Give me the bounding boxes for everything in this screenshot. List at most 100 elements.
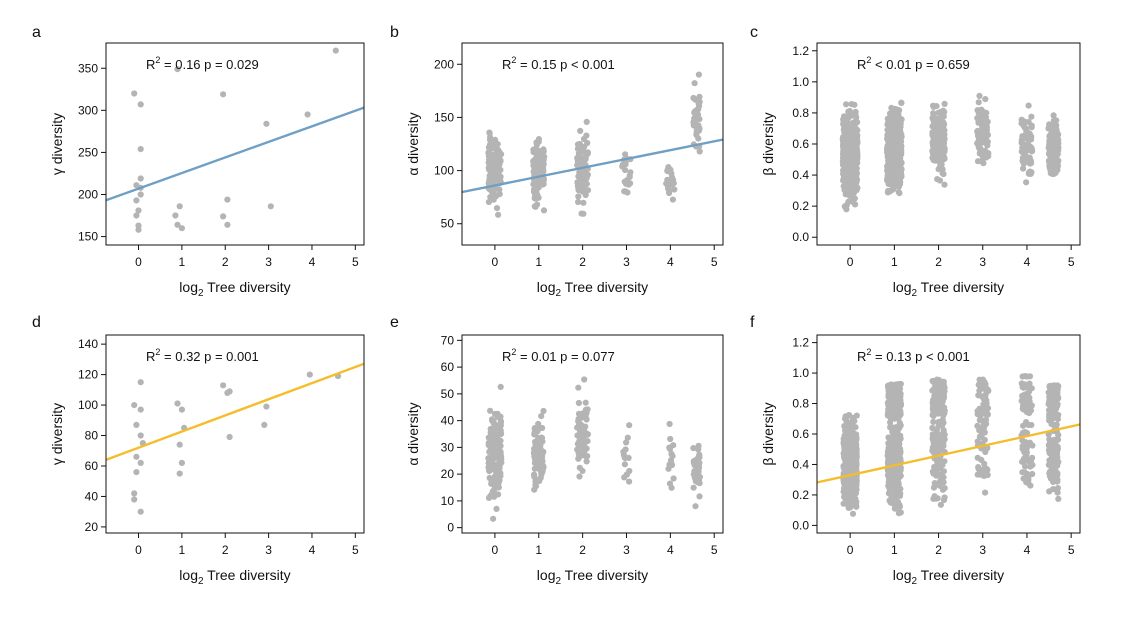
data-point [541,153,548,160]
y-axis-label: β diversity [760,112,776,175]
data-point [575,384,582,391]
data-point [939,435,947,442]
y-axis-label: α diversity [405,112,421,175]
data-point [495,491,502,498]
panel-c: c 0 1 2 3 4 5 0.0 0.2 0.4 0.6 0.8 1.0 1.2 log2 Tree di… [750,24,1081,299]
data-point [666,420,673,428]
data-point [841,155,848,162]
data-point [889,385,896,392]
points [131,47,339,233]
data-point [974,115,981,122]
data-point [1028,122,1035,129]
x-tick-label: 0 [492,543,499,557]
data-point [488,196,495,203]
data-point [895,111,902,119]
data-point [578,210,585,217]
data-point [1048,421,1055,428]
x-tick-label: 5 [711,255,718,269]
y-axis-label: α diversity [405,402,421,465]
data-point [979,406,987,413]
data-point [1020,406,1027,413]
data-point [884,176,891,183]
y-tick-label: 150 [78,230,98,244]
data-point [530,181,537,188]
data-point [896,508,903,516]
data-point [978,158,985,165]
data-point [975,99,982,106]
plot-frame [105,334,365,534]
data-point [624,189,631,196]
data-point [495,481,502,488]
fit-line [817,423,1080,484]
data-point [888,483,895,490]
data-point [1048,152,1055,159]
data-point [975,392,982,399]
data-point [843,202,850,209]
data-point [668,484,675,491]
data-point [892,119,900,126]
data-point [137,379,144,386]
data-point [852,183,859,190]
data-point [226,433,233,441]
data-point [1049,405,1056,412]
data-point [843,460,850,467]
data-point [891,465,898,473]
data-point [486,129,493,136]
data-point [981,113,988,120]
data-point [620,448,627,455]
x-axis-label: log2 Tree diversity [179,567,290,587]
data-point [178,459,185,466]
data-point [852,480,860,487]
data-point [983,124,991,131]
data-point [583,431,591,438]
data-point [933,427,940,434]
data-point [691,80,698,87]
data-point [537,448,544,455]
stats-annotation: R2 = 0.16 p = 0.029 [146,55,259,72]
panel-letter: b [390,24,399,41]
data-point [670,442,677,449]
data-point [936,177,944,184]
data-point [131,402,138,409]
data-point [1025,480,1032,487]
data-point [1019,469,1026,476]
x-tick-label: 3 [979,543,986,557]
y-axis-label: γ diversity [49,403,65,465]
data-point [1054,485,1061,492]
data-point [850,152,857,159]
data-point [982,489,989,496]
data-point [891,505,899,512]
y-tick-label: 200 [434,57,454,71]
data-point [306,371,313,378]
data-point [1025,169,1032,176]
points [839,92,1062,213]
x-tick-label: 4 [1024,255,1031,269]
y-tick-label: 1.0 [792,366,809,380]
data-point [584,139,591,147]
data-point [940,479,947,486]
data-point [848,433,855,440]
x-axis-label: log2 Tree diversity [179,279,290,299]
data-point [842,490,849,497]
data-point [576,169,583,176]
data-point [850,497,857,504]
data-point [934,458,941,466]
data-point [1025,402,1032,409]
data-point [137,508,144,515]
data-point [1046,436,1053,443]
data-point [695,135,702,142]
data-point [885,450,893,457]
data-point [847,486,854,494]
data-point [930,110,937,117]
data-point [851,418,858,425]
x-tick-label: 5 [352,543,359,557]
data-point [1048,389,1055,396]
data-point [494,461,501,468]
data-point [974,411,981,418]
data-point [267,203,274,210]
data-point [133,469,140,476]
data-point [984,142,991,149]
data-point [533,160,540,167]
data-point [930,495,937,502]
